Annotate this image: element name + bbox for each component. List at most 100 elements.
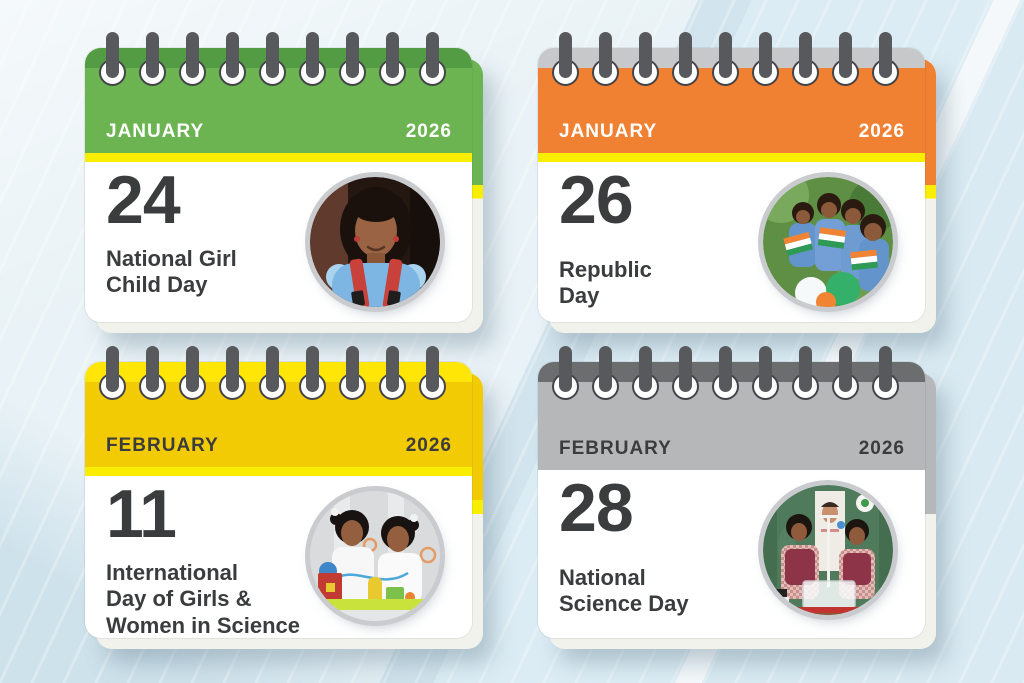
ring-bar <box>639 32 652 78</box>
ring-bar <box>186 32 199 78</box>
binder-ring <box>299 32 326 86</box>
binder-ring <box>259 346 286 400</box>
ring-bar <box>719 346 732 392</box>
ring-bar <box>266 32 279 78</box>
binder-rings <box>99 32 446 86</box>
month-label: JANUARY <box>559 121 658 142</box>
binder-ring <box>792 346 819 400</box>
binder-ring <box>379 32 406 86</box>
ring-bar <box>839 32 852 78</box>
binder-ring <box>419 32 446 86</box>
calendar-card-february-11: FEBRUARY 2026 11 International Day of Gi… <box>85 346 483 649</box>
ring-bar <box>226 32 239 78</box>
ring-bar <box>386 32 399 78</box>
day-number: 11 <box>106 476 177 552</box>
calendar-accent-stripe <box>85 153 472 162</box>
binder-ring <box>179 346 206 400</box>
year-label: 2026 <box>405 435 452 456</box>
ring-bar <box>306 32 319 78</box>
ring-bar <box>186 346 199 392</box>
binder-ring <box>632 32 659 86</box>
binder-ring <box>712 346 739 400</box>
ring-bar <box>146 32 159 78</box>
calendar-front-page: JANUARY 2026 24 National Girl Child Day <box>85 48 472 322</box>
month-label: FEBRUARY <box>559 438 672 459</box>
ring-bar <box>346 346 359 392</box>
holiday-title: International Day of Girls & Women in Sc… <box>106 560 300 638</box>
binder-ring <box>872 346 899 400</box>
ring-bar <box>799 346 812 392</box>
binder-rings <box>552 346 899 400</box>
binder-ring <box>672 32 699 86</box>
ring-bar <box>346 32 359 78</box>
ring-bar <box>559 32 572 78</box>
calendar-body: 28 National Science Day <box>538 470 925 638</box>
year-label: 2026 <box>858 121 905 142</box>
binder-ring <box>99 32 126 86</box>
calendar-card-january-26: JANUARY 2026 26 Republic Day <box>538 32 936 333</box>
holiday-title: National Girl Child Day <box>106 246 237 298</box>
binder-ring <box>592 32 619 86</box>
calendar-accent-stripe <box>85 467 472 476</box>
day-number: 24 <box>106 162 181 238</box>
binder-ring <box>339 32 366 86</box>
binder-rings <box>99 346 446 400</box>
calendar-accent-stripe <box>538 153 925 162</box>
year-label: 2026 <box>405 121 452 142</box>
ring-bar <box>226 346 239 392</box>
holiday-title: Republic Day <box>559 257 652 309</box>
photo-classroom-science-experiment <box>763 485 893 615</box>
ring-bar <box>386 346 399 392</box>
binder-ring <box>632 346 659 400</box>
calendar-body: 24 National Girl Child Day <box>85 162 472 322</box>
ring-bar <box>146 346 159 392</box>
ring-bar <box>106 346 119 392</box>
binder-ring <box>672 346 699 400</box>
ring-bar <box>759 32 772 78</box>
binder-ring <box>179 32 206 86</box>
photo-girl-child-portrait <box>310 177 440 307</box>
ring-bar <box>599 346 612 392</box>
binder-ring <box>552 32 579 86</box>
binder-ring <box>99 346 126 400</box>
binder-ring <box>752 32 779 86</box>
year-label: 2026 <box>858 438 905 459</box>
photo-children-with-indian-flags <box>763 177 893 307</box>
binder-ring <box>379 346 406 400</box>
ring-bar <box>799 32 812 78</box>
day-number: 28 <box>559 470 634 546</box>
calendar-card-february-28: FEBRUARY 2026 28 National Science Day <box>538 346 936 649</box>
binder-ring <box>592 346 619 400</box>
holiday-title: National Science Day <box>559 565 689 617</box>
calendar-body: 26 Republic Day <box>538 162 925 322</box>
ring-bar <box>426 32 439 78</box>
calendar-body: 11 International Day of Girls & Women in… <box>85 476 472 638</box>
calendar-front-page: FEBRUARY 2026 28 National Science Day <box>538 362 925 638</box>
ring-bar <box>306 346 319 392</box>
binder-ring <box>219 346 246 400</box>
photo-girls-science-project <box>310 491 440 621</box>
ring-bar <box>426 346 439 392</box>
ring-bar <box>639 346 652 392</box>
day-number: 26 <box>559 162 634 238</box>
binder-ring <box>419 346 446 400</box>
binder-rings <box>552 32 899 86</box>
binder-ring <box>219 32 246 86</box>
calendar-front-page: FEBRUARY 2026 11 International Day of Gi… <box>85 362 472 638</box>
binder-ring <box>872 32 899 86</box>
binder-ring <box>299 346 326 400</box>
month-label: FEBRUARY <box>106 435 219 456</box>
binder-ring <box>712 32 739 86</box>
binder-ring <box>139 346 166 400</box>
ring-bar <box>559 346 572 392</box>
binder-ring <box>139 32 166 86</box>
ring-bar <box>106 32 119 78</box>
ring-bar <box>719 32 732 78</box>
ring-bar <box>879 32 892 78</box>
binder-ring <box>259 32 286 86</box>
binder-ring <box>552 346 579 400</box>
binder-ring <box>832 346 859 400</box>
binder-ring <box>792 32 819 86</box>
ring-bar <box>679 346 692 392</box>
